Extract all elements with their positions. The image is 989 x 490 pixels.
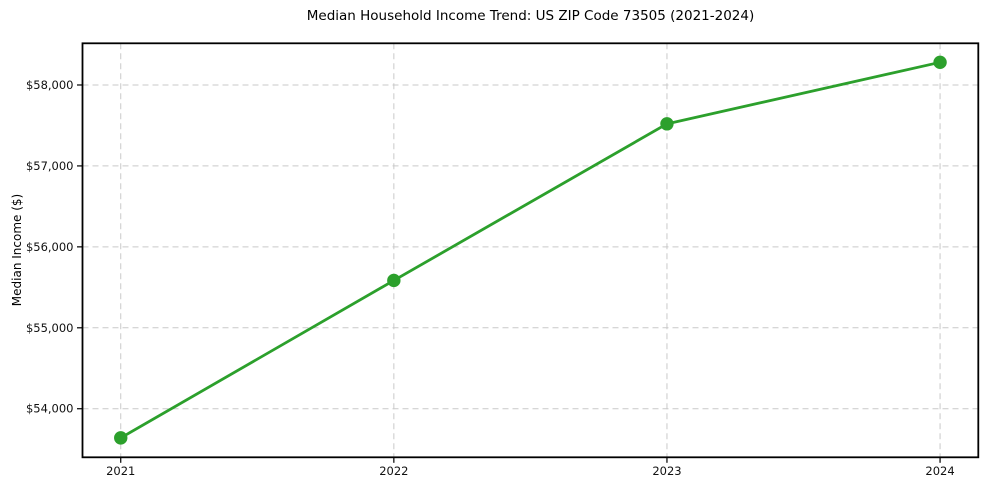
data-line <box>119 60 942 440</box>
data-point <box>114 431 128 445</box>
y-tick-label: $54,000 <box>26 402 74 416</box>
y-tick-label: $57,000 <box>26 159 74 173</box>
x-tick-label: 2023 <box>652 464 681 478</box>
data-point <box>933 55 947 70</box>
x-tick-label: 2021 <box>106 464 135 478</box>
y-tick-label: $55,000 <box>26 321 74 335</box>
y-tick-label: $56,000 <box>26 240 74 254</box>
y-tick-label: $58,000 <box>26 78 74 92</box>
x-tick-label: 2024 <box>925 464 954 478</box>
x-tick-label: 2022 <box>379 464 408 478</box>
plot-border <box>81 42 980 459</box>
chart-title: Median Household Income Trend: US ZIP Co… <box>306 8 755 24</box>
data-point <box>387 273 401 288</box>
data-point <box>660 117 674 131</box>
